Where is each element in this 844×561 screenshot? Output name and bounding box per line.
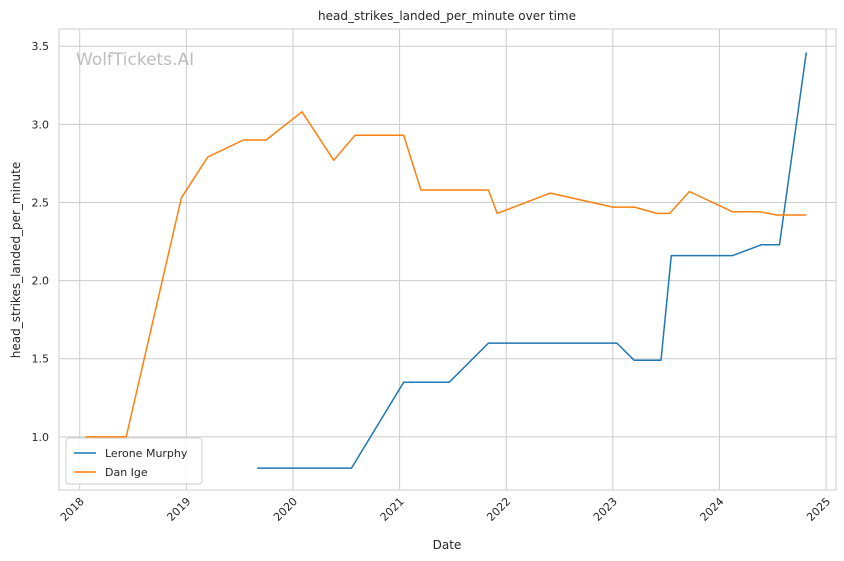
y-axis-title: head_strikes_landed_per_minute — [9, 162, 23, 359]
vertical-gridlines — [79, 29, 827, 490]
chart-title: head_strikes_landed_per_minute over time — [318, 9, 576, 23]
series-line-lerone-murphy — [257, 52, 808, 469]
y-tick-label: 3.5 — [32, 40, 50, 53]
legend-label: Dan Ige — [105, 466, 148, 479]
watermark: WolfTickets.AI — [76, 50, 194, 70]
y-tick-labels: 1.0 1.5 2.0 2.5 3.0 3.5 — [32, 40, 50, 444]
legend-label: Lerone Murphy — [105, 447, 188, 460]
y-tick-label: 2.5 — [32, 196, 50, 209]
legend: Lerone Murphy Dan Ige — [65, 437, 203, 485]
series-layer — [85, 52, 808, 469]
legend-box — [65, 437, 203, 485]
y-tick-label: 2.0 — [32, 275, 50, 288]
x-axis-title: Date — [433, 538, 462, 552]
horizontal-gridlines — [59, 45, 836, 438]
series-line-dan-ige — [85, 111, 807, 438]
y-tick-label: 1.5 — [32, 353, 50, 366]
plot-frame — [58, 28, 837, 491]
y-tick-label: 3.0 — [32, 118, 50, 131]
y-tick-label: 1.0 — [32, 431, 50, 444]
